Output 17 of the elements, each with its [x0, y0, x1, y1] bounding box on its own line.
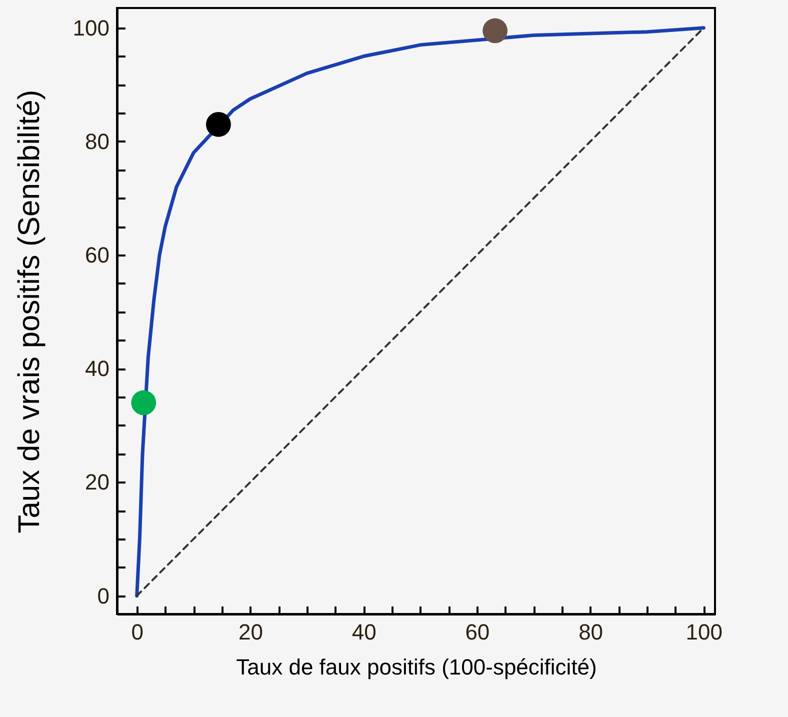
- x-tick-label: 80: [578, 620, 604, 644]
- y-axis-title: Taux de vrais positifs (Sensibilité): [12, 90, 46, 534]
- x-tick-label: 60: [465, 620, 490, 644]
- y-tick-label: 80: [85, 128, 110, 154]
- y-tick-label: 20: [85, 470, 110, 495]
- point: [131, 390, 156, 416]
- y-tick-label: 60: [85, 242, 110, 268]
- point: [482, 18, 508, 44]
- point: [206, 112, 231, 137]
- x-tick-label: 100: [686, 620, 723, 644]
- y-tick-label: 0: [97, 583, 110, 608]
- x-tick-label: 40: [352, 620, 376, 644]
- y-tick-label: 40: [85, 356, 110, 382]
- x-tick-label: 0: [131, 620, 144, 644]
- x-axis-title: Taux de faux positifs (100-spécificité): [236, 654, 597, 680]
- y-tick-label: 100: [72, 15, 110, 40]
- x-tick-label: 20: [238, 620, 263, 644]
